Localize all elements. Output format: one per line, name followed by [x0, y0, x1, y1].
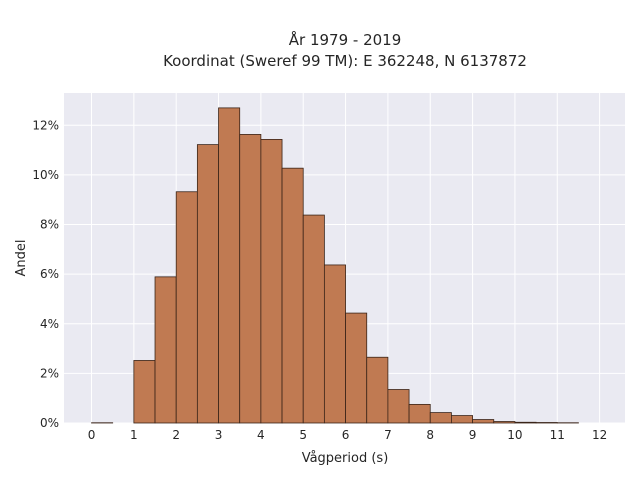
x-tick-label: 10	[507, 428, 522, 442]
y-tick-label: 12%	[32, 118, 59, 132]
x-tick-label: 2	[172, 428, 180, 442]
x-tick-label: 8	[426, 428, 434, 442]
histogram-bar	[239, 134, 262, 424]
histogram-bar	[387, 389, 410, 424]
histogram-bar	[196, 144, 219, 424]
x-tick-label: 5	[299, 428, 307, 442]
histogram-bar	[218, 107, 241, 424]
y-axis-label: Andel	[14, 240, 29, 277]
histogram-bar	[408, 403, 431, 424]
histogram-bars	[91, 107, 579, 424]
x-tick-label: 7	[384, 428, 392, 442]
x-axis-ticks: 0 1 2 3 4 5 6 7 8 9 10 11 12	[88, 428, 608, 442]
x-tick-label: 12	[592, 428, 607, 442]
x-tick-label: 11	[550, 428, 565, 442]
histogram-bar	[472, 419, 495, 424]
chart-title-line-2: Koordinat (Sweref 99 TM): E 362248, N 61…	[163, 52, 527, 70]
histogram-bar	[345, 312, 368, 424]
y-axis-ticks: 0% 2% 4% 6% 8% 10% 12%	[32, 118, 59, 430]
y-tick-label: 6%	[40, 267, 59, 281]
y-tick-label: 4%	[40, 317, 59, 331]
x-tick-label: 9	[469, 428, 477, 442]
histogram-bar	[366, 356, 389, 424]
y-tick-label: 2%	[40, 366, 59, 380]
histogram-bar	[175, 191, 198, 424]
x-tick-label: 1	[130, 428, 138, 442]
x-tick-label: 3	[215, 428, 223, 442]
histogram-bar	[281, 167, 304, 424]
x-tick-label: 4	[257, 428, 265, 442]
histogram-bar	[133, 360, 156, 424]
y-tick-label: 8%	[40, 218, 59, 232]
histogram-bar	[323, 264, 346, 424]
y-tick-label: 0%	[40, 416, 59, 430]
histogram-bar	[429, 412, 452, 424]
histogram-bar	[260, 138, 283, 424]
histogram-bar	[451, 415, 473, 424]
x-axis-label: Vågperiod (s)	[302, 451, 389, 466]
histogram-bar	[514, 421, 537, 424]
histogram-bar	[302, 214, 325, 424]
histogram-bar	[493, 421, 516, 424]
y-tick-label: 10%	[32, 168, 59, 182]
histogram-bar	[154, 276, 177, 424]
chart-title-line-1: År 1979 - 2019	[289, 30, 402, 49]
x-tick-label: 6	[342, 428, 350, 442]
x-tick-label: 0	[88, 428, 96, 442]
